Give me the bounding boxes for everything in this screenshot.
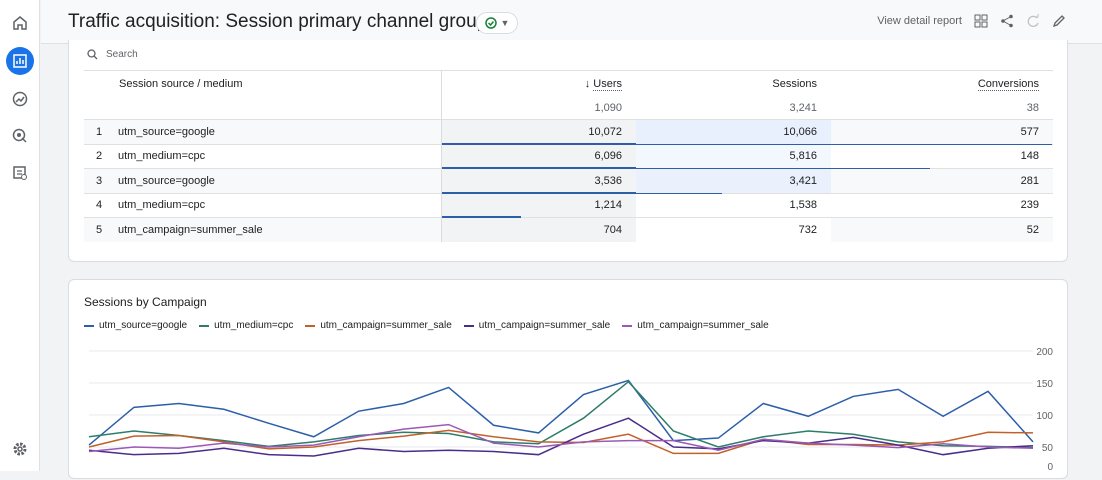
legend-label: utm_campaign=summer_sale — [320, 320, 452, 331]
column-header-users[interactable]: ↓ Users — [440, 70, 636, 98]
legend-item[interactable]: utm_source=google — [84, 320, 187, 331]
conversions-cell: 577 — [831, 119, 1053, 144]
legend-label: utm_campaign=summer_sale — [637, 320, 769, 331]
dimension-value: utm_medium=cpc — [118, 150, 206, 163]
share-icon[interactable] — [1000, 14, 1014, 28]
sessions-cell: 10,066 — [636, 119, 831, 144]
line-chart: 200 150 100 50 0 — [88, 347, 1054, 473]
totals-row: 1,090 3,241 38 — [84, 97, 1053, 120]
table-row[interactable]: 1 utm_source=google 10,072 10,066 577 — [84, 119, 1053, 145]
legend-item[interactable]: utm_campaign=summer_sale — [622, 320, 769, 331]
row-index: 5 — [96, 224, 103, 236]
y-tick-label: 200 — [1036, 347, 1053, 358]
users-cell: 1,214 — [440, 192, 636, 218]
legend-item[interactable]: utm_campaign=summer_sale — [463, 320, 611, 331]
y-tick-label: 100 — [1036, 411, 1053, 422]
conversions-cell: 148 — [831, 143, 1053, 169]
explore-icon[interactable] — [6, 85, 34, 113]
users-cell: 6,096 — [440, 143, 930, 169]
y-tick-label: 150 — [1036, 379, 1053, 390]
y-tick-label: 0 — [1047, 462, 1053, 473]
legend-label: utm_medium=cpc — [214, 320, 294, 331]
users-bar — [441, 216, 521, 218]
home-icon[interactable] — [6, 9, 34, 37]
legend-item[interactable]: utm_campaign=summer_sale — [305, 320, 452, 331]
legend-label: utm_campaign=summer_sale — [478, 320, 611, 331]
table-row[interactable]: 2 utm_medium=cpc 6,096 5,816 148 — [84, 143, 1053, 169]
dimension-value: utm_medium=cpc — [118, 199, 206, 212]
conversions-cell: 281 — [831, 168, 1053, 193]
compare-icon[interactable] — [974, 14, 988, 28]
dimension-value: utm_source=google — [118, 125, 215, 138]
column-header-dimension[interactable]: Session source / medium — [119, 78, 243, 91]
legend-swatch — [305, 324, 316, 327]
chart-title: Sessions by Campaign — [84, 295, 207, 309]
conversions-cell: 52 — [831, 217, 1053, 242]
legend-swatch — [622, 324, 633, 327]
chart-card: Sessions by Campaign utm_source=google ut… — [68, 279, 1068, 479]
legend-swatch — [463, 324, 474, 327]
table-row[interactable]: 3 utm_source=google 3,536 3,421 281 — [84, 168, 1053, 194]
advertising-icon[interactable] — [6, 122, 34, 150]
row-index: 1 — [96, 125, 103, 138]
insights-icon[interactable] — [1026, 14, 1040, 28]
sessions-cell: 5,816 — [636, 143, 831, 169]
row-index: 4 — [96, 199, 103, 212]
users-bar — [441, 191, 723, 194]
check-circle-icon — [484, 17, 497, 29]
view-detail-report-link[interactable]: View detail report — [877, 15, 962, 27]
legend-item[interactable]: utm_medium=cpc — [199, 320, 293, 331]
page-header: Traffic acquisition: Session primary cha… — [41, 0, 1102, 44]
series-line — [88, 417, 1034, 457]
sessions-cell: 3,421 — [636, 168, 831, 193]
row-index: 3 — [96, 174, 103, 187]
legend-swatch — [199, 324, 210, 327]
sidebar — [0, 0, 40, 471]
page-title: Traffic acquisition: Session primary cha… — [68, 11, 488, 32]
table-row[interactable]: 4 utm_medium=cpc 1,214 1,538 239 — [84, 192, 1053, 218]
column-header-sessions[interactable]: Sessions — [772, 78, 817, 91]
users-cell: 3,536 — [440, 168, 723, 194]
search-input[interactable]: Search — [87, 49, 138, 60]
column-header-conversions[interactable]: Conversions — [977, 78, 1039, 92]
status-dropdown[interactable]: ▼ — [476, 12, 518, 34]
configure-icon[interactable] — [6, 159, 34, 187]
users-cell: 10,072 — [440, 119, 1052, 145]
dimension-value: utm_campaign=summer_sale — [118, 224, 263, 236]
series-line — [88, 423, 1034, 453]
legend-label: utm_source=google — [99, 320, 188, 331]
series-line — [88, 379, 1034, 446]
sessions-cell: 732 — [636, 217, 831, 242]
reports-icon[interactable] — [6, 47, 34, 75]
dimension-value: utm_source=google — [118, 174, 215, 187]
table-row[interactable]: 5 utm_campaign=summer_sale 704 732 52 — [84, 217, 1053, 242]
conversions-cell: 239 — [831, 192, 1053, 218]
sort-down-icon: ↓ — [584, 78, 594, 91]
legend-swatch — [84, 324, 94, 327]
row-index: 2 — [96, 150, 103, 163]
search-placeholder: Search — [106, 49, 138, 60]
data-table: Session source / medium ↓ Users Sessions… — [84, 70, 1053, 242]
y-tick-label: 50 — [1042, 443, 1054, 454]
series-line — [88, 380, 1034, 449]
sessions-cell: 1,538 — [636, 192, 831, 218]
chart-legend: utm_source=google utm_medium=cpc utm_campa… — [84, 320, 769, 331]
table-card: Search Session source / medium ↓ Users S… — [68, 40, 1068, 262]
edit-icon[interactable] — [1052, 14, 1066, 28]
gear-icon[interactable] — [6, 435, 34, 463]
users-cell: 704 — [440, 217, 636, 242]
search-icon — [87, 49, 98, 60]
chevron-down-icon: ▼ — [500, 18, 510, 28]
